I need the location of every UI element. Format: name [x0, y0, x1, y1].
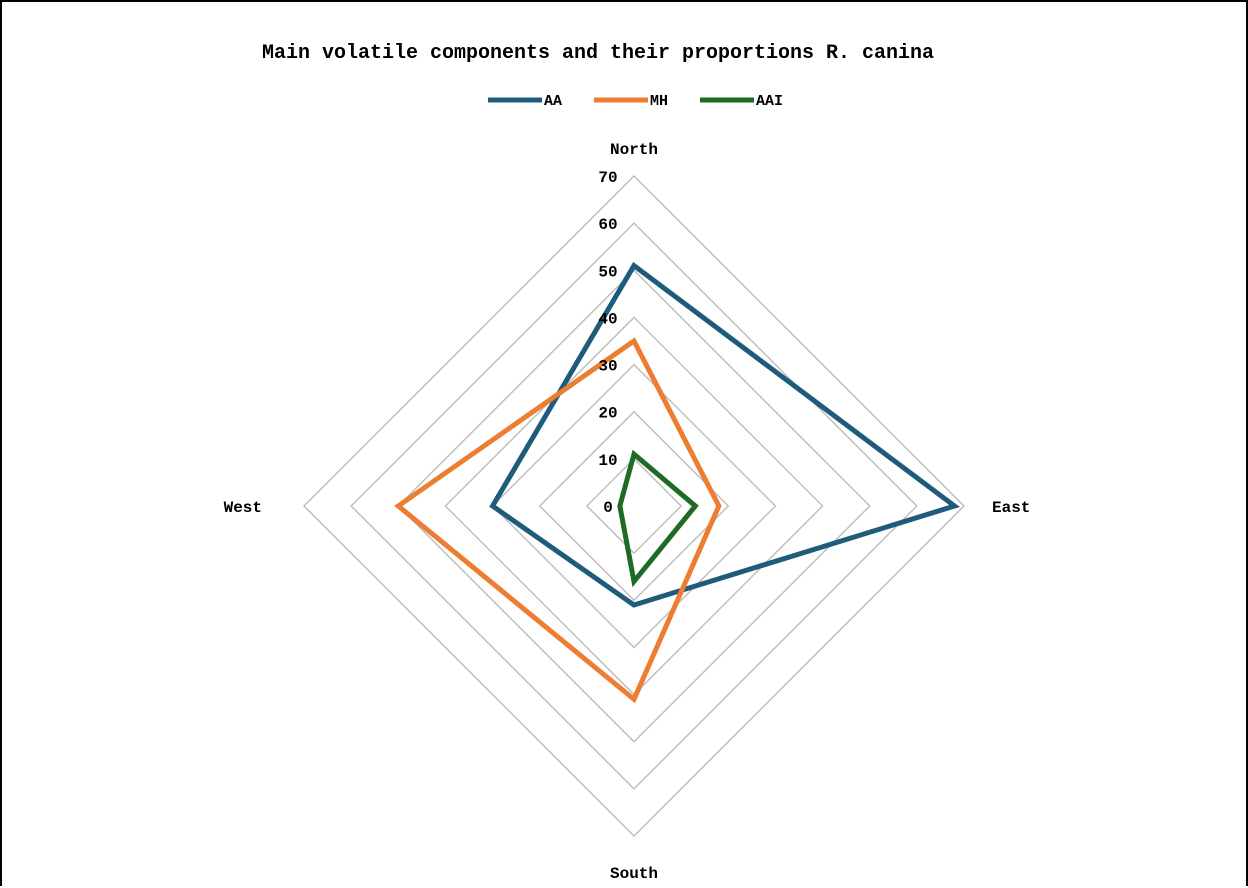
tick-label: 40 — [598, 310, 617, 328]
chart-title: Main volatile components and their propo… — [262, 42, 934, 65]
grid-ring — [445, 317, 822, 694]
tick-label: 0 — [603, 499, 613, 517]
category-label-north: North — [610, 141, 658, 159]
tick-label: 20 — [598, 405, 617, 423]
tick-label: 30 — [598, 358, 617, 376]
category-label-south: South — [610, 865, 658, 883]
tick-label: 50 — [598, 263, 617, 281]
grid-ring — [304, 176, 964, 836]
legend-label-mh: MH — [650, 93, 668, 110]
category-labels: North East South West — [224, 141, 1031, 883]
series-group — [398, 265, 954, 699]
category-label-east: East — [992, 499, 1030, 517]
legend-label-aai: AAI — [756, 93, 783, 110]
tick-label: 60 — [598, 216, 617, 234]
legend: AA MH AAI — [488, 93, 783, 110]
tick-label: 10 — [598, 452, 617, 470]
grid-ring — [351, 223, 917, 789]
series-aai-line — [620, 454, 695, 581]
category-label-west: West — [224, 499, 262, 517]
legend-label-aa: AA — [544, 93, 562, 110]
series-mh-line — [398, 341, 719, 699]
tick-label: 70 — [598, 169, 617, 187]
radar-grid — [304, 176, 964, 836]
series-aa-line — [493, 266, 955, 605]
